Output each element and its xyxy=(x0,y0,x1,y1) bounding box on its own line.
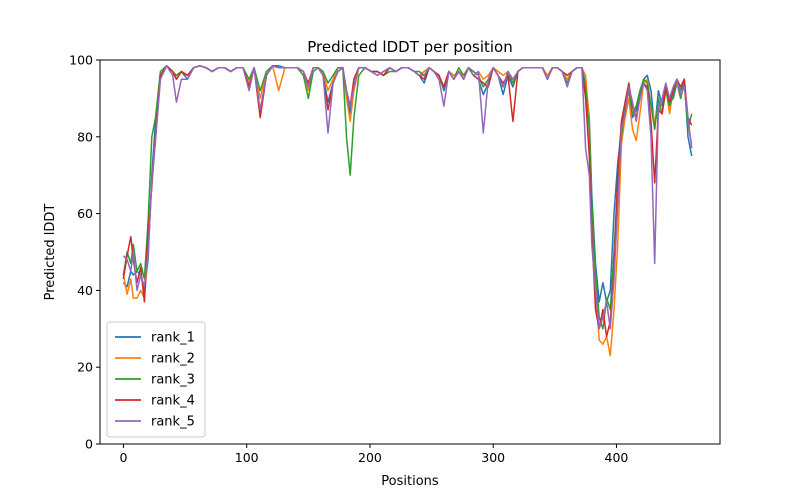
y-tick-label: 100 xyxy=(69,53,93,68)
y-axis: 0 20 40 60 80 100 xyxy=(69,53,100,452)
series-layer xyxy=(122,65,693,357)
y-tick-label: 40 xyxy=(77,283,93,298)
legend: rank_1 rank_2 rank_3 rank_4 rank_5 xyxy=(106,321,206,438)
y-axis-label: Predicted lDDT xyxy=(43,204,58,301)
x-axis: 0 100 200 300 400 xyxy=(119,444,628,465)
x-tick-label: 100 xyxy=(235,450,259,465)
x-tick-label: 300 xyxy=(481,450,505,465)
legend-label: rank_3 xyxy=(151,373,195,388)
legend-label: rank_2 xyxy=(151,352,195,367)
y-tick-label: 0 xyxy=(85,437,93,452)
legend-label: rank_1 xyxy=(151,331,195,346)
legend-box xyxy=(106,321,206,438)
chart-title: Predicted lDDT per position xyxy=(307,38,512,56)
x-tick-label: 200 xyxy=(358,450,382,465)
legend-label: rank_4 xyxy=(151,394,195,409)
series-line-rank_5 xyxy=(122,65,693,330)
x-axis-label: Positions xyxy=(381,474,439,489)
y-tick-label: 20 xyxy=(77,360,93,375)
y-tick-label: 60 xyxy=(77,206,93,221)
legend-label: rank_5 xyxy=(151,415,195,430)
plot-frame xyxy=(99,59,721,445)
x-tick-label: 400 xyxy=(605,450,629,465)
x-tick-label: 0 xyxy=(119,450,127,465)
y-tick-label: 80 xyxy=(77,129,93,144)
